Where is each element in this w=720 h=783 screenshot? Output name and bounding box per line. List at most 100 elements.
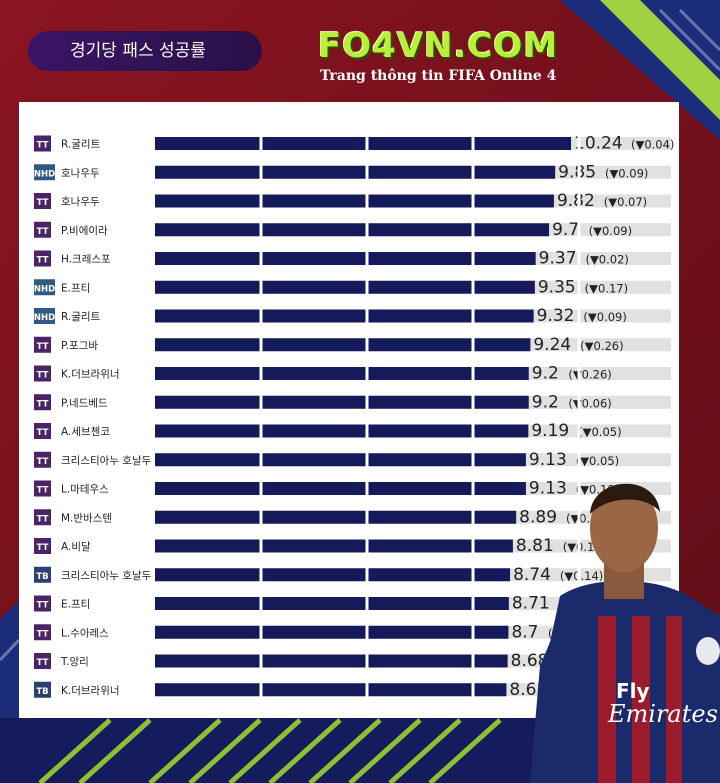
bar [155, 654, 508, 668]
change-label: (▼0.02) [585, 253, 628, 267]
chart-title-badge: 경기당 패스 성공률 [28, 31, 262, 71]
bar [155, 424, 529, 438]
bar [155, 395, 529, 409]
player-name-label: E.프티 [61, 282, 90, 294]
value-label: 9.37 [539, 249, 577, 269]
bar [155, 223, 550, 237]
season-badge-label: TT [37, 141, 49, 151]
season-badge [34, 624, 51, 641]
change-label: (▼0.09) [589, 224, 632, 238]
value-label: 8.81 [516, 536, 554, 556]
value-label: 8.68 [511, 651, 549, 671]
player-name-label: 크리스티아누 호날두 [61, 570, 152, 582]
season-badge-label: TT [37, 399, 49, 409]
season-badge-label: TT [37, 658, 49, 668]
change-label: (▼0.05) [576, 454, 619, 468]
value-label: 8.74 [513, 565, 551, 585]
chart-panel: TT R.굴리트 10.24 (▼0.04) NHD 호나우두 9.85 (▼0.09) TT 호… [19, 102, 679, 718]
season-badge [34, 308, 55, 324]
change-label: (▼0.09) [605, 166, 648, 180]
value-label: 9.85 [558, 162, 596, 182]
player-name-label: A.비달 [61, 541, 91, 553]
player-name-label: P.네드베드 [61, 397, 108, 409]
value-label: 9.82 [557, 191, 595, 211]
value-label: 9.19 [531, 421, 569, 441]
bar [155, 280, 535, 294]
season-badge [34, 336, 51, 353]
player-name-label: K.더브라위너 [61, 684, 120, 697]
season-badge [34, 164, 55, 181]
player-name-label: M.반바스텐 [61, 512, 112, 524]
player-name-label: P.포그바 [61, 340, 98, 352]
season-badge [34, 193, 51, 209]
season-badge [34, 135, 51, 152]
bar [155, 367, 529, 380]
bar [155, 568, 511, 582]
bar [155, 625, 509, 639]
bar [155, 683, 507, 697]
value-label: 10.24 [574, 134, 623, 154]
player-name-label: R.굴리트 [61, 139, 101, 151]
season-badge-label: NHD [34, 169, 55, 179]
season-badge-label: TT [37, 629, 49, 639]
season-badge [34, 509, 51, 526]
change-label: (▼0.26) [568, 368, 611, 382]
value-label: 9.7 [552, 220, 579, 240]
value-label: 9.13 [529, 479, 567, 499]
bar [155, 165, 556, 179]
value-label: 9.35 [538, 277, 576, 297]
season-badge-label: TT [37, 457, 49, 467]
value-label: 8.7 [511, 622, 538, 642]
bar [155, 252, 536, 265]
season-badge [34, 250, 51, 267]
season-badge-label: NHD [34, 313, 55, 323]
player-name-label: L.수아레스 [61, 627, 109, 639]
player-photo: Fly Emirates [530, 483, 720, 783]
player-name-label: P.비에이라 [61, 225, 108, 237]
season-badge [34, 279, 55, 296]
player-name-label: H.크레스포 [61, 254, 111, 266]
change-label: (▼0.26) [580, 339, 623, 353]
bar [155, 338, 531, 352]
season-badge-label: TB [36, 572, 48, 582]
season-badge-label: TT [37, 514, 49, 524]
bar [155, 309, 534, 323]
season-badge [34, 653, 51, 669]
bar-chart: TT R.굴리트 10.24 (▼0.04) NHD 호나우두 9.85 (▼0.09) TT 호… [34, 131, 674, 701]
season-badge [34, 423, 51, 439]
value-label: 9.24 [533, 335, 571, 355]
bar [155, 453, 526, 467]
bar [155, 482, 526, 495]
bar [155, 137, 571, 150]
change-label: (▼0.17) [585, 281, 628, 295]
bar [155, 510, 517, 524]
season-badge-label: TT [37, 227, 49, 237]
season-badge [34, 595, 51, 612]
bar [155, 597, 509, 610]
season-badge-label: TT [37, 342, 49, 352]
player-name-label: K.더브라위너 [61, 368, 120, 381]
season-badge-label: TT [37, 256, 49, 266]
player-name-label: 호나우두 [61, 167, 100, 179]
change-label: (▼0.07) [604, 195, 647, 209]
season-badge [34, 394, 51, 411]
change-label: (▼0.06) [568, 396, 611, 410]
season-badge-label: TT [37, 428, 49, 438]
season-badge [34, 566, 51, 583]
bar [155, 539, 513, 553]
value-label: 9.2 [532, 364, 559, 384]
value-label: 9.13 [529, 450, 567, 470]
player-name-label: E.프티 [61, 599, 90, 611]
svg-text:Fly: Fly [616, 679, 650, 703]
change-label: (▼0.14) [560, 569, 603, 583]
season-badge-label: TT [37, 371, 49, 381]
bar [155, 194, 554, 208]
season-badge-label: TT [37, 543, 49, 553]
player-name-label: R.굴리트 [61, 311, 101, 323]
value-label: 9.2 [532, 392, 559, 412]
season-badge [34, 451, 51, 468]
chart-title: 경기당 패스 성공률 [70, 41, 206, 61]
season-badge [34, 365, 51, 382]
season-badge-label: NHD [34, 284, 55, 294]
player-name-label: 호나우두 [61, 196, 100, 208]
